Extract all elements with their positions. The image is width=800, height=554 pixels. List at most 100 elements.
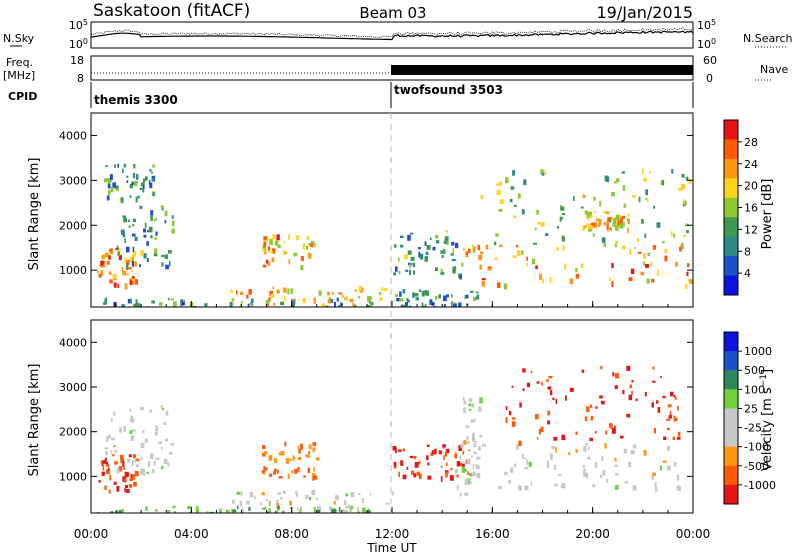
power-cell <box>150 235 153 239</box>
power-cell <box>140 182 145 187</box>
velocity-cell <box>284 441 287 447</box>
velocity-cell <box>652 472 656 476</box>
power-cell <box>644 233 647 238</box>
power-cell <box>603 210 606 214</box>
power-cell <box>381 287 384 291</box>
power-cell <box>302 298 307 303</box>
velocity-cell <box>521 453 525 459</box>
freq-dense-band <box>391 65 693 75</box>
power-cell <box>126 175 129 179</box>
velocity-colorbar-tick-label: -25 <box>744 422 762 435</box>
power-cell <box>128 267 132 270</box>
power-cell <box>652 245 657 250</box>
power-cell <box>108 255 111 260</box>
power-cell <box>523 179 527 186</box>
velocity-colorbar-tick-label: -1000 <box>744 479 776 492</box>
velocity-cell <box>111 437 115 441</box>
power-cell <box>540 222 545 227</box>
power-cell <box>588 224 593 229</box>
velocity-cell <box>134 457 137 463</box>
velocity-cell <box>316 497 319 501</box>
velocity-cell <box>248 506 251 511</box>
velocity-cell <box>276 469 279 474</box>
velocity-cell <box>150 453 154 459</box>
velocity-cell <box>140 456 143 461</box>
power-cell <box>406 299 410 303</box>
velocity-cell <box>513 463 517 468</box>
velocity-cell <box>475 465 480 470</box>
nsearch-label: N.Search <box>743 32 793 45</box>
power-cell <box>97 270 99 274</box>
power-cell <box>125 259 130 265</box>
power-cell <box>683 234 686 237</box>
power-cell <box>318 290 322 296</box>
velocity-cell <box>575 431 578 435</box>
power-cell <box>405 269 409 272</box>
velocity-cell <box>459 462 463 467</box>
velocity-colorbar: -1000 -500 -100 -25 25 100 500 1000 <box>723 331 776 505</box>
power-colorbar-tick-label: 4 <box>744 267 751 280</box>
velocity-cell <box>463 407 466 413</box>
velocity-cell <box>309 496 312 501</box>
power-cell <box>443 295 447 302</box>
velocity-cell <box>585 443 588 446</box>
power-cell <box>619 218 623 224</box>
velocity-cell <box>231 499 235 504</box>
power-cell <box>152 191 156 197</box>
power-cell <box>100 270 104 276</box>
velocity-cell <box>630 450 635 455</box>
power-cell <box>271 257 275 263</box>
velocity-cell <box>478 473 481 479</box>
power-cell <box>142 189 145 193</box>
power-cell <box>435 240 440 244</box>
power-cell <box>443 248 446 255</box>
power-cell <box>121 304 125 307</box>
velocity-cell <box>291 470 294 474</box>
velocity-cell <box>345 510 348 513</box>
velocity-cell <box>478 406 482 412</box>
power-cell <box>395 266 398 272</box>
velocity-cell <box>287 473 290 479</box>
power-cell <box>143 253 147 259</box>
velocity-cell <box>663 436 667 440</box>
xtick-label: 04:00 <box>174 527 209 541</box>
date-label: 19/Jan/2015 <box>596 3 693 22</box>
power-cell <box>542 278 544 284</box>
power-cell <box>623 221 625 227</box>
power-cell <box>594 210 597 214</box>
velocity-cell <box>109 511 114 513</box>
velocity-cell <box>106 436 109 442</box>
velocity-cell <box>590 415 594 421</box>
power-cell <box>271 251 274 254</box>
velocity-cell <box>590 404 593 408</box>
power-cell <box>142 185 145 189</box>
power-cell <box>263 241 267 248</box>
velocity-cell <box>651 473 654 480</box>
power-cell <box>120 229 125 233</box>
velocity-cell <box>400 460 404 466</box>
velocity-cell <box>581 369 585 373</box>
velocity-cell <box>657 407 661 413</box>
velocity-cell <box>471 403 475 408</box>
power-colorbar-tick-label: 20 <box>744 180 758 193</box>
velocity-cell <box>358 492 361 495</box>
velocity-cell <box>594 461 597 468</box>
velocity-cell <box>123 467 126 470</box>
power-cell <box>267 246 271 251</box>
velocity-cell <box>129 483 132 488</box>
xtick-label: 00:00 <box>676 527 711 541</box>
velocity-cell <box>174 511 176 513</box>
velocity-cell <box>101 471 105 476</box>
power-cell <box>412 262 416 268</box>
velocity-cell <box>614 485 619 490</box>
power-cell <box>121 267 124 272</box>
velocity-colorbar-frame <box>723 331 739 505</box>
velocity-cell <box>127 458 131 463</box>
power-cell <box>425 290 430 296</box>
power-cell <box>685 176 689 181</box>
power-cell <box>406 297 409 301</box>
power-cell <box>472 297 477 301</box>
velocity-cell <box>478 457 481 460</box>
power-cell <box>145 176 148 181</box>
power-cell <box>134 236 138 241</box>
